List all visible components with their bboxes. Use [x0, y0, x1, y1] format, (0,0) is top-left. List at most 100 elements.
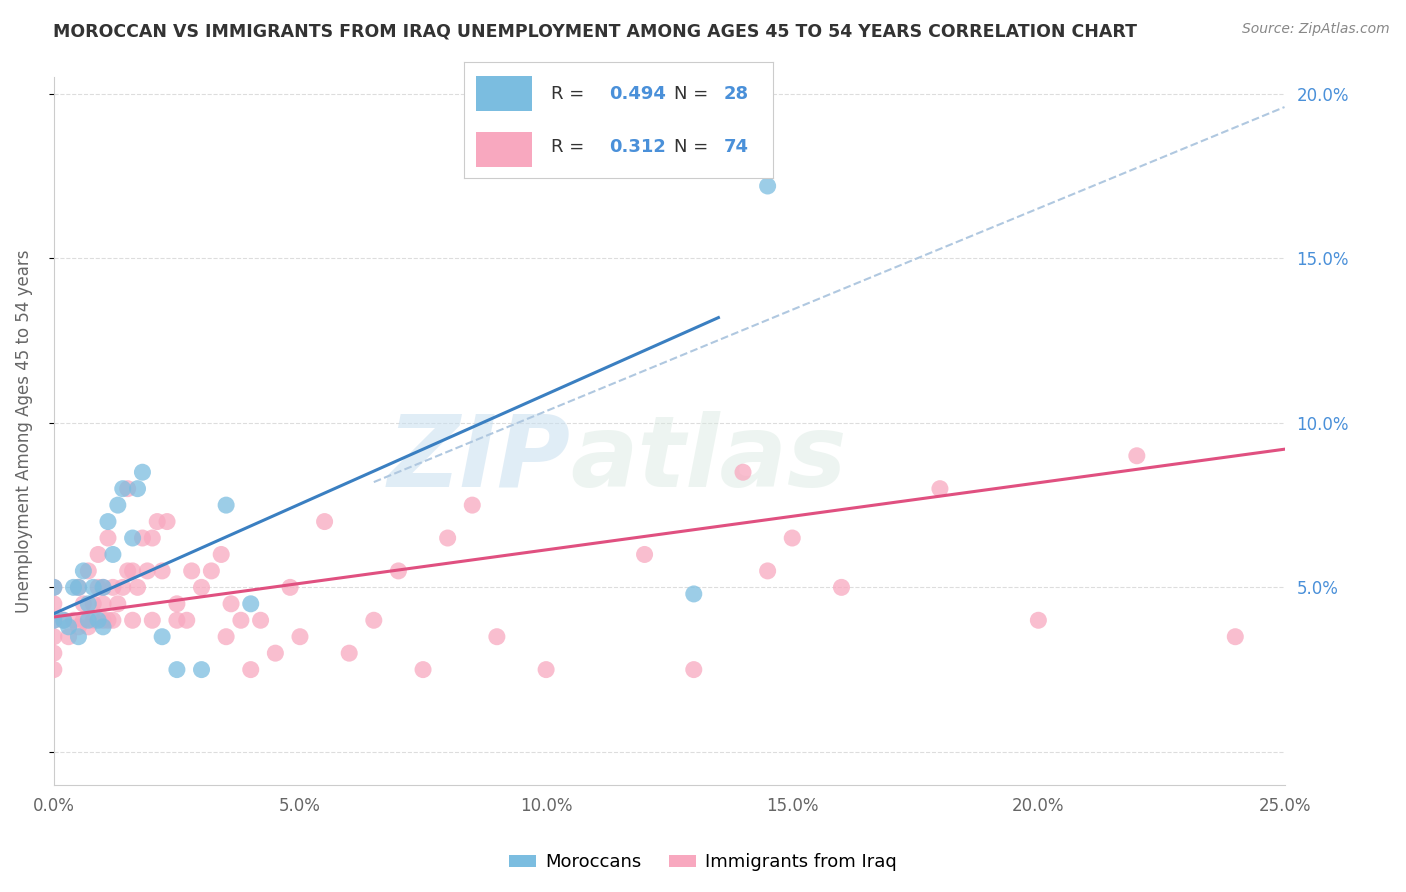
Point [127, 482, 149, 496]
Point [200, 564, 222, 578]
Text: atlas: atlas [571, 411, 848, 508]
Point [82, 597, 104, 611]
Point [107, 597, 129, 611]
Point [249, 613, 271, 627]
Point [58, 630, 80, 644]
Y-axis label: Unemployment Among Ages 45 to 54 years: Unemployment Among Ages 45 to 54 years [15, 250, 32, 613]
FancyBboxPatch shape [477, 77, 531, 112]
Point [87, 613, 110, 627]
Point [830, 580, 852, 594]
Point [42, 613, 65, 627]
Point [150, 564, 173, 578]
Point [461, 498, 484, 512]
Point [436, 531, 458, 545]
Point [67, 620, 90, 634]
Point [166, 663, 188, 677]
Point [633, 548, 655, 562]
Text: 74: 74 [724, 138, 749, 156]
Point [72, 613, 94, 627]
Point [239, 663, 262, 677]
Point [127, 580, 149, 594]
Point [101, 613, 124, 627]
Point [278, 580, 301, 594]
Point [412, 663, 434, 677]
Point [117, 564, 139, 578]
Point [682, 663, 704, 677]
Text: N =: N = [675, 85, 714, 103]
Point [215, 498, 238, 512]
Point [166, 597, 188, 611]
Point [1126, 449, 1149, 463]
Text: MOROCCAN VS IMMIGRANTS FROM IRAQ UNEMPLOYMENT AMONG AGES 45 TO 54 YEARS CORRELAT: MOROCCAN VS IMMIGRANTS FROM IRAQ UNEMPLO… [53, 22, 1137, 40]
Text: ZIP: ZIP [388, 411, 571, 508]
Point [215, 630, 238, 644]
Text: 0.494: 0.494 [609, 85, 666, 103]
Point [136, 564, 159, 578]
Point [107, 498, 129, 512]
Point [91, 613, 114, 627]
Point [209, 548, 232, 562]
Point [101, 548, 124, 562]
Point [176, 613, 198, 627]
Point [337, 646, 360, 660]
Point [77, 613, 100, 627]
Point [190, 663, 212, 677]
Point [121, 564, 143, 578]
Point [101, 580, 124, 594]
Point [314, 515, 336, 529]
Point [77, 597, 100, 611]
Text: Source: ZipAtlas.com: Source: ZipAtlas.com [1241, 22, 1389, 37]
Point [111, 580, 134, 594]
Point [166, 613, 188, 627]
Point [731, 465, 754, 479]
Point [62, 613, 84, 627]
Point [42, 630, 65, 644]
Point [72, 597, 94, 611]
Point [82, 580, 104, 594]
Point [156, 515, 179, 529]
Point [77, 620, 100, 634]
Text: N =: N = [675, 138, 714, 156]
Point [534, 663, 557, 677]
Point [121, 613, 143, 627]
Text: 0.312: 0.312 [609, 138, 666, 156]
Point [67, 630, 90, 644]
Point [239, 597, 262, 611]
Point [288, 630, 311, 644]
Point [87, 580, 110, 594]
Point [682, 587, 704, 601]
Point [180, 564, 202, 578]
Point [229, 613, 252, 627]
Point [121, 531, 143, 545]
Point [72, 564, 94, 578]
Text: R =: R = [551, 138, 589, 156]
Point [150, 630, 173, 644]
Point [42, 646, 65, 660]
Point [780, 531, 803, 545]
Point [42, 580, 65, 594]
Point [141, 531, 163, 545]
Point [363, 613, 385, 627]
Point [52, 613, 75, 627]
Point [62, 580, 84, 594]
Point [111, 482, 134, 496]
Point [87, 548, 110, 562]
Point [67, 580, 90, 594]
Point [42, 597, 65, 611]
Point [91, 580, 114, 594]
Point [131, 531, 153, 545]
Point [264, 646, 287, 660]
Point [77, 564, 100, 578]
Point [42, 613, 65, 627]
Point [117, 482, 139, 496]
Point [1028, 613, 1050, 627]
Point [42, 663, 65, 677]
FancyBboxPatch shape [477, 132, 531, 167]
Point [219, 597, 242, 611]
Point [82, 613, 104, 627]
Point [1225, 630, 1247, 644]
Point [141, 613, 163, 627]
Point [42, 580, 65, 594]
Point [929, 482, 952, 496]
Point [131, 465, 153, 479]
